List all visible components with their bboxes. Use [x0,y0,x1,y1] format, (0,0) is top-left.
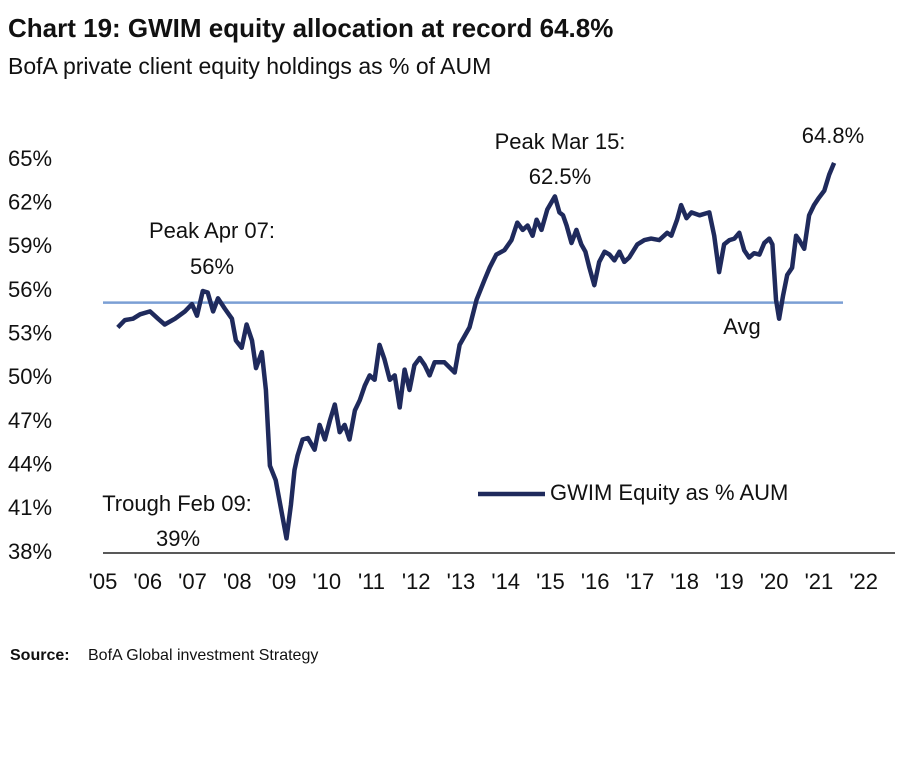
y-tick-label: 62% [8,189,52,214]
y-tick-label: 44% [8,451,52,476]
annotation: 39% [156,526,200,551]
x-tick-label: '11 [358,569,385,594]
x-tick-label: '17 [626,569,655,594]
x-tick-label: '19 [715,569,744,594]
y-tick-label: 53% [8,320,52,345]
annotation: 64.8% [802,123,864,148]
x-tick-label: '08 [223,569,252,594]
annotation: 62.5% [529,164,591,189]
x-tick-label: '07 [178,569,207,594]
x-tick-label: '06 [133,569,162,594]
y-tick-label: 59% [8,233,52,258]
chart-title: Chart 19: GWIM equity allocation at reco… [8,13,613,43]
annotation: Peak Mar 15: [495,129,626,154]
x-tick-label: '16 [581,569,610,594]
source: BofA Global investment Strategy [88,647,318,664]
y-tick-label: 50% [8,364,52,389]
y-tick-label: 47% [8,408,52,433]
x-tick-label: '12 [402,569,431,594]
x-tick-label: '14 [491,569,520,594]
x-tick-label: '18 [670,569,699,594]
x-tick-label: '09 [268,569,297,594]
avg-label: Avg [723,314,761,339]
x-tick-label: '13 [447,569,476,594]
x-tick-label: '20 [760,569,789,594]
source-label: Source: [10,647,70,664]
x-tick-label: '22 [849,569,878,594]
annotation: 56% [190,254,234,279]
annotation: Trough Feb 09: [102,491,252,516]
x-tick-label: '10 [312,569,341,594]
x-tick-label: '21 [805,569,834,594]
legend-label: GWIM Equity as % AUM [550,480,788,505]
y-tick-label: 65% [8,146,52,171]
y-tick-label: 38% [8,539,52,564]
y-tick-label: 41% [8,495,52,520]
x-tick-label: '15 [536,569,565,594]
chart-subtitle: BofA private client equity holdings as %… [8,53,491,79]
series-line [116,162,837,541]
x-tick-label: '05 [89,569,118,594]
annotation: Peak Apr 07: [149,218,275,243]
y-tick-label: 56% [8,277,52,302]
